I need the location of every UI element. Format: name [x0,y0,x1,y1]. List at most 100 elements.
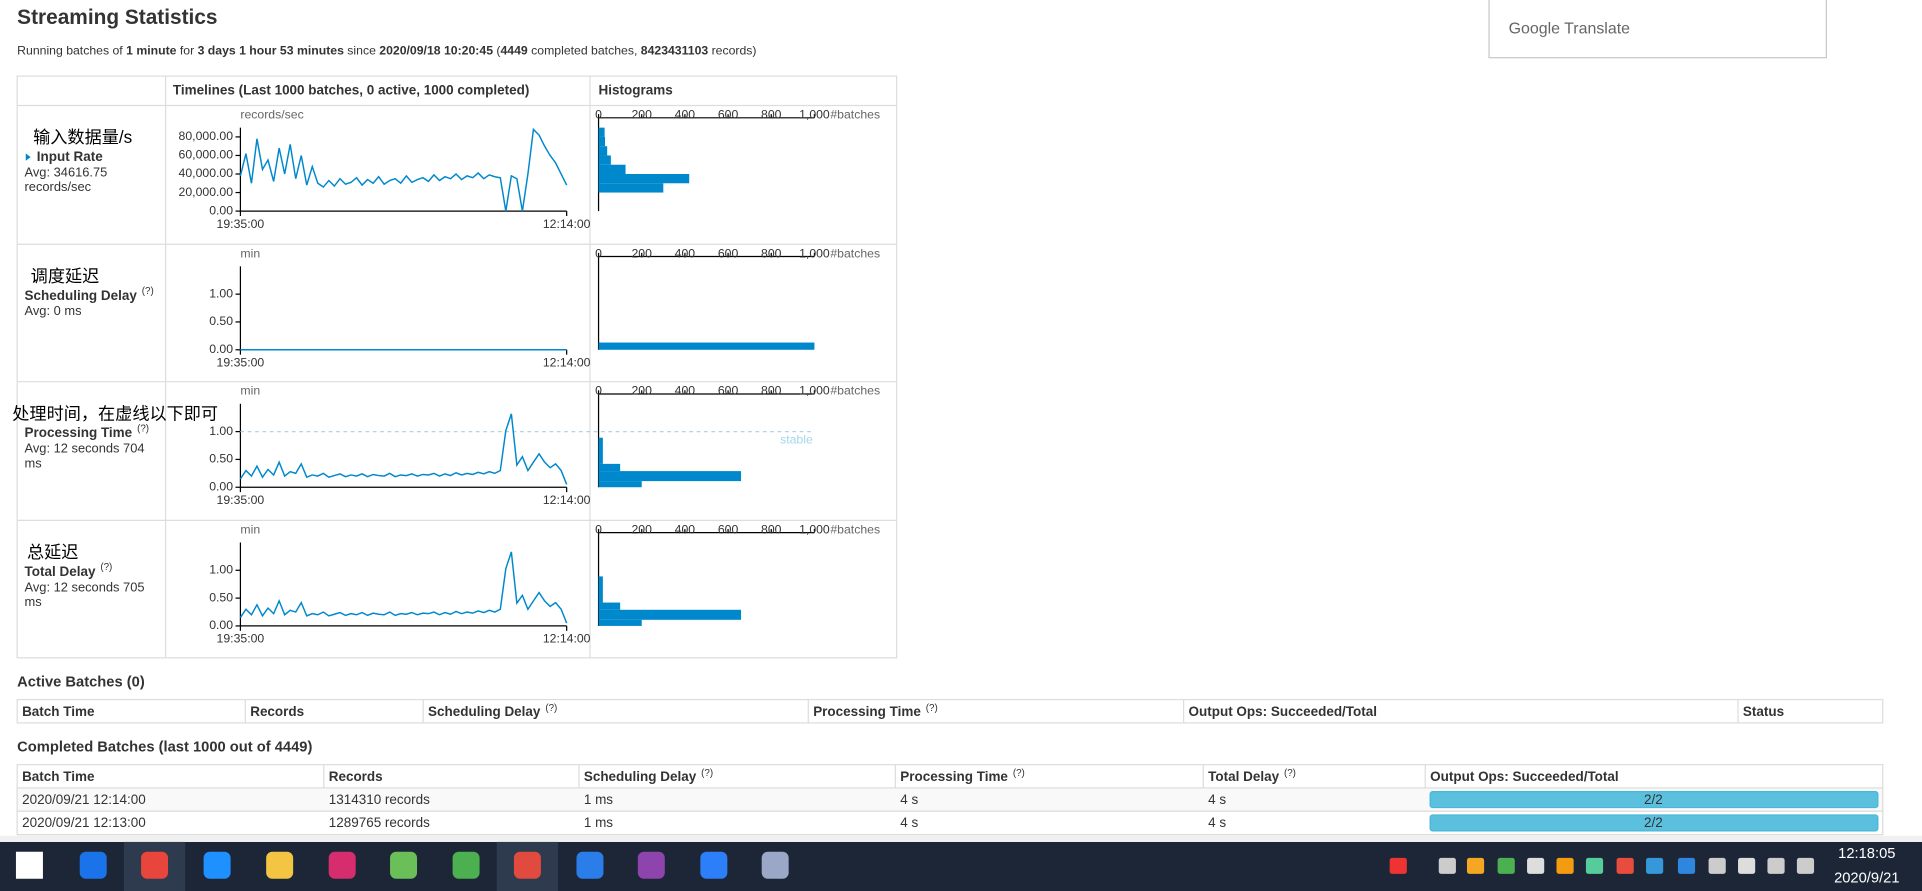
cell-text: 1 ms [584,792,613,807]
tray-icon[interactable] [1438,857,1456,874]
summary-part: Running batches of [17,44,126,58]
help-icon[interactable]: (?) [137,423,149,434]
taskbar-icon[interactable] [513,851,541,879]
translate-label[interactable]: Google Translate [1509,21,1630,38]
column-header: Records [250,703,304,718]
tray-icon[interactable] [1585,857,1604,874]
page-title: Streaming Statistics [17,6,217,29]
y-unit: min [240,246,260,260]
hist-unit: #batches [830,384,880,398]
summary-part: 8423431103 [641,44,709,58]
hist-unit: #batches [830,108,880,122]
hist-x-tick-label: 1,000 [799,384,830,398]
metric-name[interactable]: Input Rate [37,149,103,164]
tray-icon[interactable] [1767,857,1785,874]
header-label: Processing Time [900,768,1008,783]
batch-link[interactable]: 2020/09/21 12:14:00 [22,792,146,807]
taskbar-icon[interactable] [266,851,294,879]
taskbar-icon[interactable] [390,851,418,879]
tray-icon[interactable] [1796,857,1815,874]
clock-date[interactable]: 2020/9/21 [1834,871,1899,887]
hist-x-tick-label: 200 [632,522,653,536]
taskbar-icon[interactable] [203,851,231,879]
y-tick-label: 0.00 [209,203,233,217]
y-tick-label: 1.00 [209,563,233,577]
column-header: Scheduling Delay (?) [584,768,713,784]
summary-part: 2020/09/18 10:20:45 [379,44,493,58]
hist-x-tick-label: 600 [718,384,739,398]
hist-x-tick-label: 400 [675,384,696,398]
y-tick-label: 40,000.00 [179,166,234,180]
y-tick-label: 1.00 [209,286,233,300]
metric-label: Total Delay [25,563,96,578]
hist-unit: #batches [830,246,880,260]
section-title: Completed Batches (last 1000 out of 4449… [17,739,312,755]
tray-icon[interactable] [1616,857,1634,874]
taskbar-icon[interactable] [761,851,789,879]
tray-icon[interactable] [1527,857,1545,874]
header-label: Output Ops: Succeeded/Total [1430,768,1618,783]
x-tick-label: 19:35:00 [217,356,265,370]
tray-icon[interactable] [1677,857,1696,874]
help-icon[interactable]: (?) [701,768,713,779]
taskbar-icon[interactable] [15,851,43,879]
histogram-bar [598,164,626,175]
clock-time[interactable]: 12:18:05 [1838,846,1895,862]
x-tick-label: 19:35:00 [217,493,265,507]
metric-label: Scheduling Delay [25,287,138,302]
annotation: 输入数据量/s [33,127,132,147]
histograms-header: Histograms [599,82,673,97]
timelines-header: Timelines (Last 1000 batches, 0 active, … [173,82,529,97]
x-tick-label: 12:14:00 [543,632,591,646]
histogram-bar [598,174,690,184]
column-header: Processing Time (?) [900,768,1025,784]
hist-x-tick-label: 200 [632,384,653,398]
tray-icon[interactable] [1389,857,1407,874]
metric-label: Input Rate [37,149,103,164]
y-tick-label: 1.00 [209,424,233,438]
histogram-bar [598,463,621,472]
help-icon[interactable]: (?) [1013,768,1025,779]
active-table [16,698,1884,724]
header-label: Processing Time [813,703,921,718]
annotation: 处理时间，在虚线以下即可 [12,403,218,423]
summary-part: ( [493,44,500,58]
y-tick-label: 0.50 [209,590,233,604]
batch-link[interactable]: 2020/09/21 12:13:00 [22,815,146,830]
column-header: Batch Time [22,703,95,718]
taskbar-icon[interactable] [141,851,169,879]
tray-icon[interactable] [1738,857,1756,874]
taskbar-icon[interactable] [79,851,107,879]
stats-table [16,75,898,659]
tray-icon[interactable] [1556,857,1574,874]
taskbar-icon[interactable] [328,851,356,879]
avg-text: Avg: 0 ms [25,303,82,318]
annotation: 总延迟 [27,542,78,562]
tray-icon[interactable] [1466,857,1485,874]
histogram-bar [598,619,642,626]
cell-text: 1289765 records [329,815,430,830]
taskbar-icon[interactable] [576,851,604,879]
taskbar-icon[interactable] [700,851,728,879]
help-icon[interactable]: (?) [100,562,112,573]
summary-part: 1 minute [126,44,177,58]
tray-icon[interactable] [1708,857,1726,874]
tray-icon[interactable] [1497,857,1515,874]
help-icon[interactable]: (?) [1284,768,1296,779]
histogram-bar [598,602,621,610]
progress-bar [1429,790,1879,809]
taskbar-icon[interactable] [637,851,665,879]
y-unit: records/sec [240,108,303,122]
help-icon[interactable]: (?) [545,703,557,714]
hist-unit: #batches [830,522,880,536]
tray-icon[interactable] [1646,857,1664,874]
taskbar-icon[interactable] [452,851,480,879]
x-tick-label: 19:35:00 [217,217,265,231]
column-header: Output Ops: Succeeded/Total [1189,703,1377,718]
y-tick-label: 80,000.00 [179,129,234,143]
help-icon[interactable]: (?) [142,285,154,296]
y-tick-label: 20,000.00 [179,185,234,199]
help-icon[interactable]: (?) [926,703,938,714]
